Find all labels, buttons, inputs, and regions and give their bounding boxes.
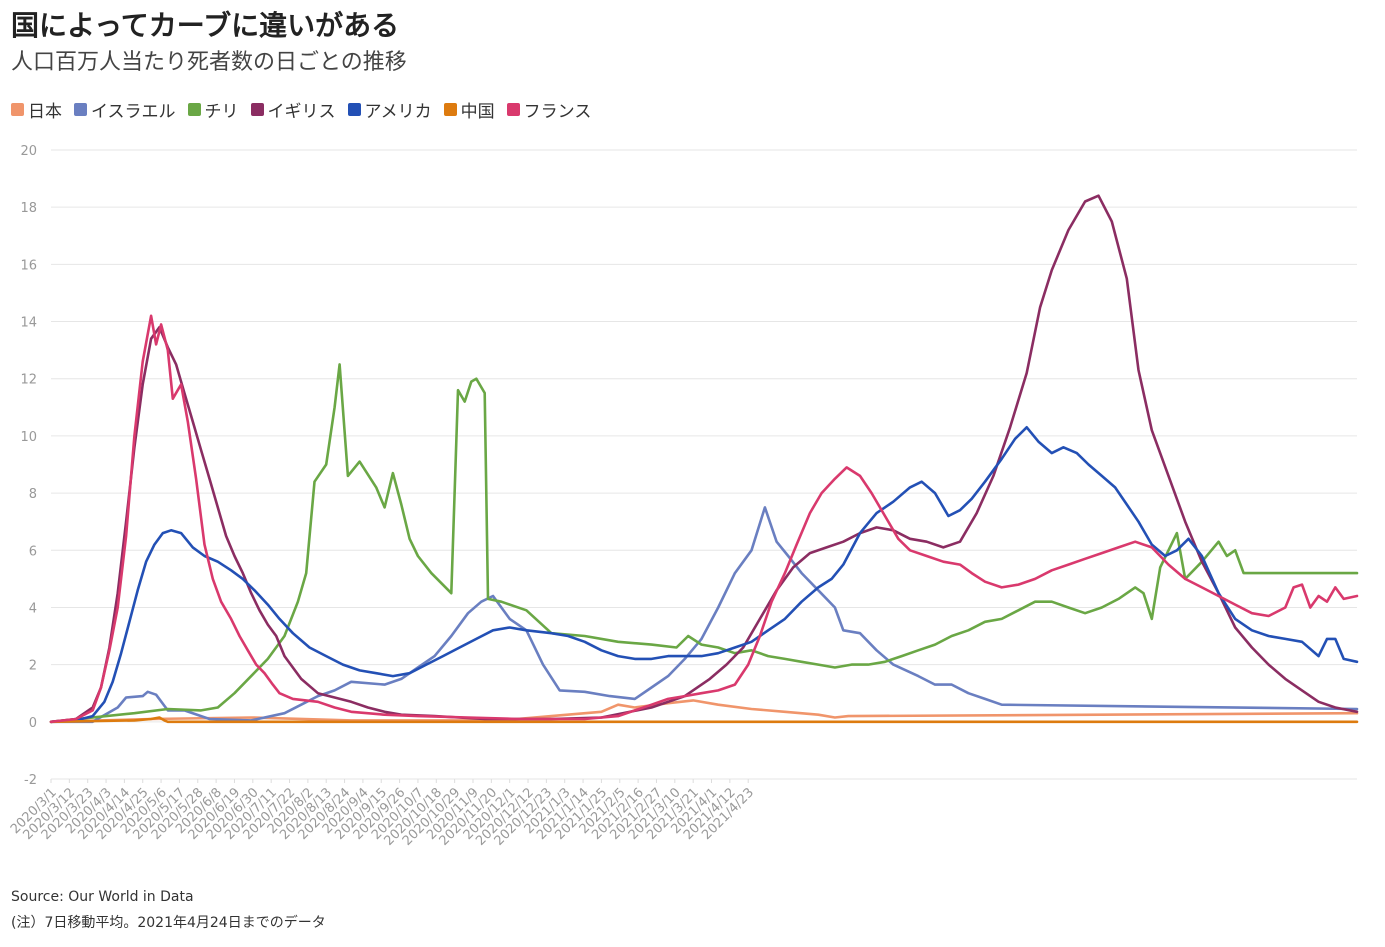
y-tick-label: 10 [20,430,37,445]
legend-swatch [506,103,520,116]
legend-swatch [74,103,87,116]
legend-swatch [347,103,361,116]
series-line-1 [49,506,1359,724]
y-tick-label: 0 [29,716,37,731]
series-line-0 [49,699,1359,724]
series-line-5 [49,716,1359,724]
legend-label: イスラエル [91,102,176,122]
y-tick-label: 16 [20,258,37,273]
y-tick-label: 20 [20,144,37,159]
source-note: Source: Our World in Data [11,889,194,905]
line-chart: -2024681012141618202020/3/12020/3/122020… [8,144,1359,849]
series-line-4 [49,426,1359,724]
legend-label: フランス [523,102,592,122]
legend-swatch [11,103,24,116]
legend-swatch [250,103,264,116]
chart-legend: 日本 イスラエル チリ イギリス アメリカ 中国 フランス [11,97,603,122]
legend-label: 日本 [28,102,62,122]
y-tick-label: -2 [24,773,37,788]
y-tick-label: 8 [29,487,37,502]
legend-swatch [443,103,457,116]
y-tick-label: 2 [29,659,37,674]
series-line-6 [49,314,1359,724]
y-tick-label: 18 [20,201,37,216]
legend-swatch [187,103,201,116]
legend-label: チリ [204,102,239,122]
legend-item-2[interactable]: チリ [187,97,239,122]
y-tick-label: 12 [20,373,37,388]
legend-item-4[interactable]: アメリカ [347,97,432,122]
series-line-2 [49,363,1359,724]
y-tick-label: 14 [20,316,37,331]
legend-item-6[interactable]: フランス [506,97,592,122]
footnote: (注）7日移動平均。2021年4月24日までのデータ [11,915,326,931]
legend-label: 中国 [460,102,495,122]
legend-label: イギリス [267,102,336,122]
legend-item-3[interactable]: イギリス [250,97,336,122]
legend-item-5[interactable]: 中国 [443,97,495,122]
legend-label: アメリカ [364,102,432,122]
legend-item-1[interactable]: イスラエル [74,97,176,122]
series-line-3 [49,194,1359,724]
y-tick-label: 6 [29,544,37,559]
y-tick-label: 4 [29,601,37,616]
chart-title: 国によってカーブに違いがある [11,9,400,42]
chart-subtitle: 人口百万人当たり死者数の日ごとの推移 [11,50,407,75]
legend-item-0[interactable]: 日本 [11,97,62,122]
